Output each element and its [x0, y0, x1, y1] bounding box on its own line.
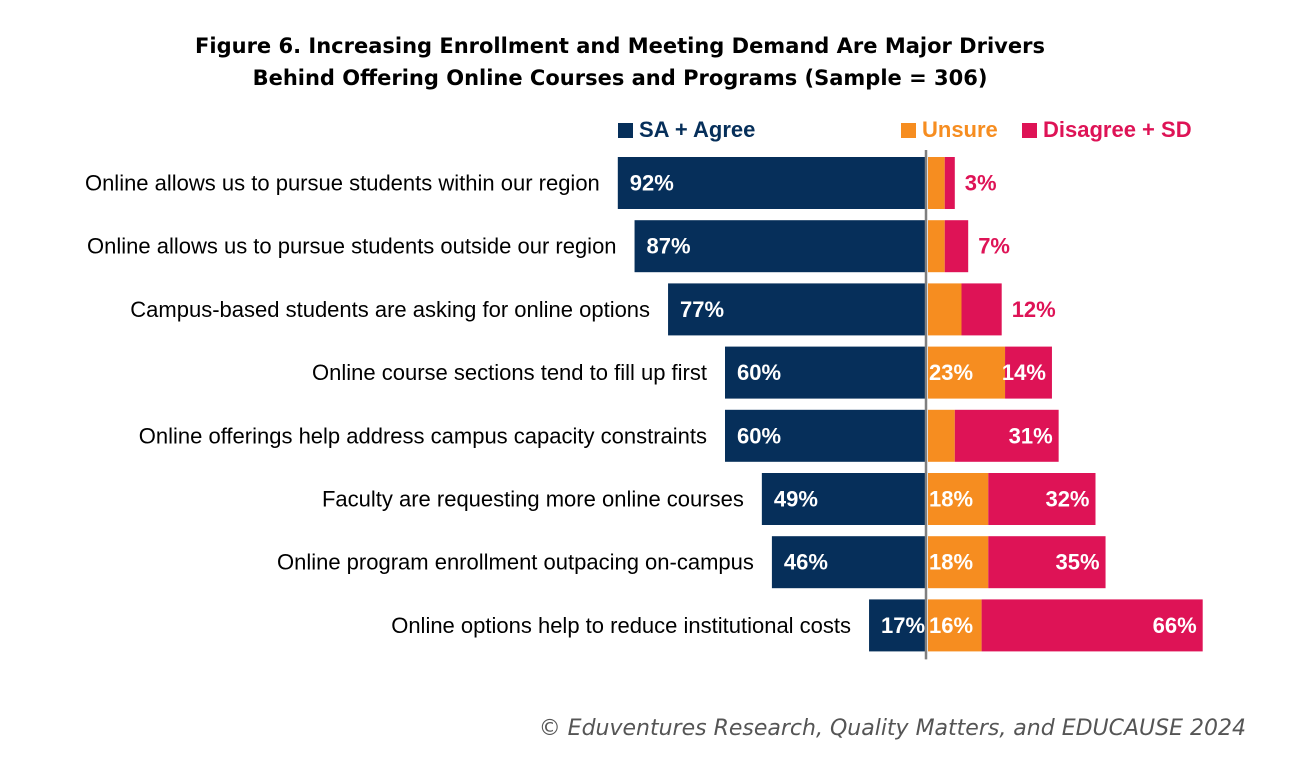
- legend-unsure: Unsure: [901, 117, 998, 143]
- category-label: Faculty are requesting more online cours…: [322, 487, 744, 512]
- label-sa-agree: 77%: [680, 297, 724, 322]
- bar-disagree-sd: [988, 536, 1106, 589]
- label-unsure: 18%: [929, 550, 973, 575]
- bar-sa-agree: [725, 409, 926, 462]
- category-label: Online course sections tend to fill up f…: [312, 360, 707, 385]
- bar-disagree-sd: [988, 473, 1096, 525]
- bar-sa-agree: [668, 283, 926, 336]
- label-disagree-sd: 32%: [1045, 487, 1089, 512]
- label-disagree-sd: 66%: [1153, 613, 1197, 638]
- label-unsure: 18%: [929, 487, 973, 512]
- label-disagree-sd: 7%: [978, 234, 1010, 259]
- bar-disagree-sd: [954, 409, 1059, 462]
- chart-title: Figure 6. Increasing Enrollment and Meet…: [0, 30, 1240, 94]
- legend-swatch: [1022, 122, 1037, 138]
- label-sa-agree: 60%: [737, 360, 781, 385]
- label-disagree-sd: 12%: [1012, 297, 1056, 322]
- category-label: Online offerings help address campus cap…: [139, 423, 707, 448]
- bar-disagree-sd: [981, 599, 1203, 652]
- bar-unsure: [928, 536, 989, 589]
- bar-sa-agree: [761, 473, 926, 525]
- category-label: Online options help to reduce institutio…: [391, 613, 851, 638]
- label-disagree-sd: 35%: [1056, 550, 1100, 575]
- label-sa-agree: 60%: [737, 423, 781, 448]
- label-sa-agree: 92%: [630, 171, 674, 196]
- category-label: Campus-based students are asking for onl…: [130, 297, 650, 322]
- bar-sa-agree: [725, 346, 926, 399]
- label-sa-agree: 46%: [784, 550, 828, 575]
- label-sa-agree: 87%: [647, 234, 691, 259]
- title-line-1: Figure 6. Increasing Enrollment and Meet…: [195, 34, 1045, 58]
- bar-sa-agree: [771, 536, 926, 589]
- category-label: Online allows us to pursue students with…: [85, 171, 600, 196]
- category-label: Online allows us to pursue students outs…: [87, 234, 617, 259]
- source-credit: © Eduventures Research, Quality Matters,…: [538, 716, 1246, 741]
- title-line-2: Behind Offering Online Courses and Progr…: [252, 66, 988, 90]
- label-disagree-sd: 3%: [965, 171, 997, 196]
- bar-sa-agree: [634, 220, 926, 273]
- bar-unsure: [928, 346, 1006, 399]
- bar-unsure: [928, 473, 989, 525]
- bar-unsure: [928, 220, 945, 273]
- label-sa-agree: 49%: [774, 487, 818, 512]
- bar-disagree-sd: [1005, 346, 1052, 399]
- bar-sa-agree: [869, 599, 926, 652]
- bar-disagree-sd: [961, 283, 1002, 336]
- bar-unsure: [928, 599, 982, 652]
- bar-unsure: [928, 409, 955, 462]
- bar-sa-agree: [617, 157, 926, 209]
- label-unsure: 23%: [929, 360, 973, 385]
- bar-unsure: [928, 283, 962, 336]
- bar-disagree-sd: [944, 157, 955, 209]
- category-label: Online program enrollment outpacing on-c…: [277, 550, 754, 575]
- label-unsure: 16%: [929, 613, 973, 638]
- legend-label: Disagree + SD: [1043, 117, 1192, 142]
- legend-label: SA + Agree: [639, 117, 756, 142]
- legend-swatch: [618, 122, 633, 138]
- bar-unsure: [928, 157, 945, 209]
- legend-disagree-sd: Disagree + SD: [1022, 117, 1192, 143]
- legend-sa-agree: SA + Agree: [618, 117, 755, 143]
- label-disagree-sd: 14%: [1002, 360, 1046, 385]
- bar-disagree-sd: [944, 220, 969, 273]
- legend-label: Unsure: [922, 117, 998, 142]
- label-disagree-sd: 31%: [1009, 423, 1053, 448]
- label-sa-agree: 17%: [881, 613, 925, 638]
- legend-swatch: [901, 122, 916, 138]
